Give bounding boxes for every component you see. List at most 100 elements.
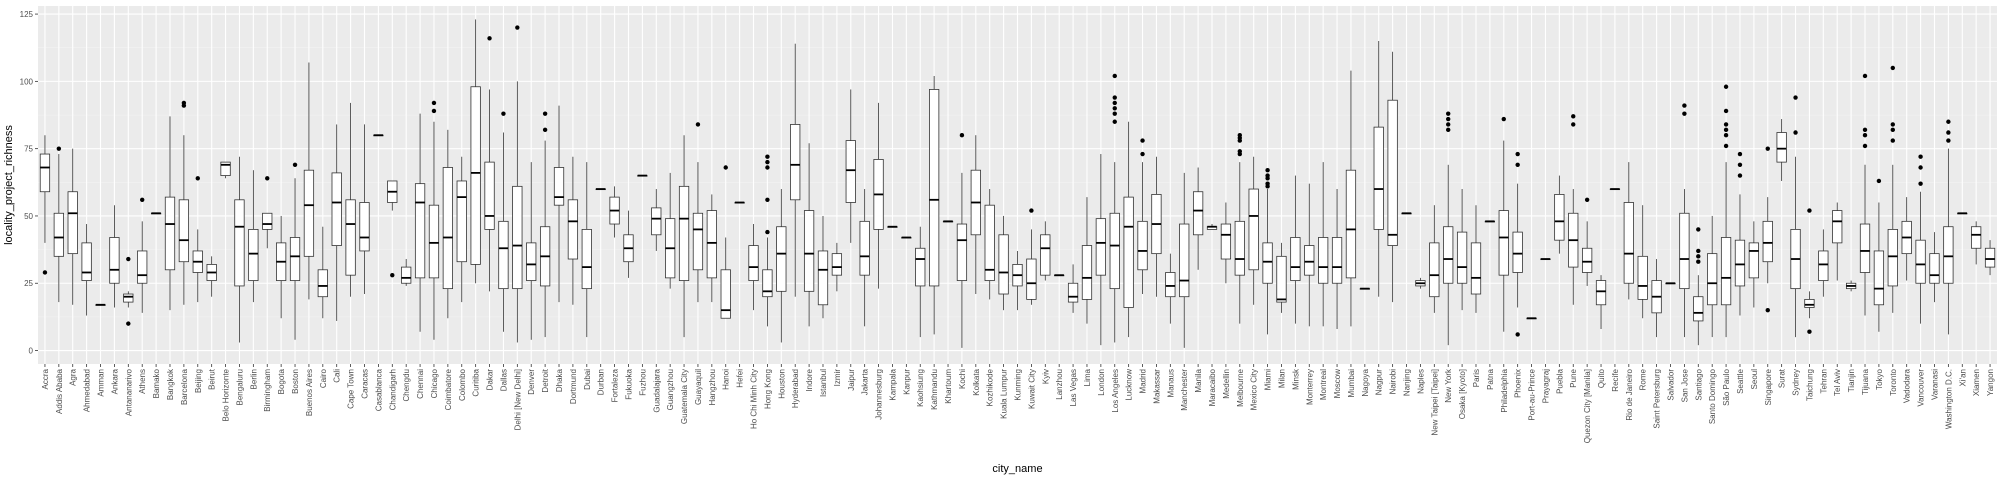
- x-tick-label: Quito: [1597, 368, 1606, 388]
- x-tick-label: Puebla: [1555, 368, 1564, 393]
- box-iqr: [762, 269, 773, 298]
- box-64: [929, 75, 940, 335]
- box-50: [734, 201, 745, 204]
- box-85: [1220, 202, 1232, 284]
- x-tick-label: New Taipei [Taipei]: [1430, 369, 1439, 436]
- x-tick-label: Cairo: [319, 368, 328, 388]
- x-tick-label: Cape Town: [347, 369, 356, 409]
- box-110: [1568, 114, 1579, 305]
- box-133: [1887, 65, 1898, 313]
- x-tick-label: Maracaibo: [1208, 368, 1217, 406]
- box-iqr: [53, 212, 64, 257]
- box-iqr: [1109, 212, 1120, 290]
- box-iqr: [220, 161, 231, 176]
- outlier-point: [542, 127, 548, 133]
- x-tick-label: Melbourne: [1236, 368, 1245, 406]
- box-iqr: [817, 250, 829, 306]
- box-54: [790, 43, 801, 297]
- box-iqr: [1456, 231, 1468, 284]
- x-tick-label: Washington D.C.: [1944, 369, 1953, 429]
- box-49: [720, 165, 731, 319]
- x-tick-label: Kunming: [1014, 369, 1023, 401]
- box-iqr: [984, 204, 995, 281]
- box-82: [1179, 172, 1190, 348]
- x-tick-label: Caracas: [361, 369, 370, 399]
- x-tick-label: Philadelphia: [1500, 368, 1509, 412]
- box-12: [206, 256, 217, 297]
- outlier-point: [431, 108, 437, 114]
- x-tick-label: Kolkata: [972, 368, 981, 395]
- x-tick-label: Madrid: [1139, 369, 1148, 393]
- x-tick-label: Dallas: [499, 369, 508, 391]
- x-tick-label: Agra: [69, 368, 78, 385]
- x-tick-label: Lucknow: [1125, 369, 1134, 401]
- outlier-point: [140, 197, 145, 203]
- box-iqr: [1095, 218, 1106, 276]
- box-iqr: [1248, 188, 1259, 271]
- box-iqr: [1331, 237, 1343, 284]
- box-35: [526, 162, 537, 340]
- box-87: [1248, 156, 1259, 305]
- x-tick-label: Khartoum: [944, 369, 953, 404]
- box-iqr: [678, 185, 690, 281]
- x-tick-label: Moscow: [1333, 369, 1342, 399]
- box-iqr: [1720, 237, 1732, 306]
- x-tick-label: Kampala: [888, 368, 897, 400]
- box-iqr: [1776, 132, 1787, 163]
- box-139: [1971, 221, 1982, 265]
- box-iqr: [1582, 247, 1593, 273]
- outlier-point: [1029, 208, 1034, 213]
- box-8: [150, 212, 162, 215]
- x-tick-label: Saint Petersburg: [1653, 369, 1662, 429]
- x-tick-label: Los Angeles: [1111, 369, 1120, 413]
- outlier-point: [723, 165, 728, 170]
- x-tick-label: Guatemala City: [680, 369, 689, 424]
- box-26: [401, 259, 412, 286]
- box-23: [359, 124, 370, 295]
- box-iqr: [109, 237, 120, 284]
- x-tick-label: Surat: [1778, 368, 1787, 388]
- box-46: [678, 135, 690, 338]
- box-iqr: [1067, 282, 1079, 303]
- outlier-point: [1876, 178, 1882, 184]
- x-tick-label: Prayagraj: [1541, 369, 1550, 403]
- box-iqr: [1929, 253, 1940, 284]
- outlier-point: [1140, 151, 1145, 157]
- box-132: [1873, 178, 1885, 332]
- box-iqr: [470, 86, 481, 265]
- y-tick-label: 100: [20, 77, 34, 86]
- box-13: [220, 161, 231, 179]
- box-10: [178, 100, 190, 305]
- outlier-point: [765, 197, 770, 203]
- box-iqr: [512, 185, 523, 290]
- x-tick-label: Seoul: [1750, 369, 1759, 390]
- x-tick-label: Mumbai: [1347, 369, 1356, 398]
- box-iqr: [859, 220, 870, 276]
- box-117: [1665, 282, 1676, 285]
- outlier-point: [1696, 227, 1701, 232]
- x-tick-label: Miami: [1264, 369, 1273, 391]
- box-36: [539, 111, 551, 338]
- box-iqr: [331, 172, 342, 246]
- box-iqr: [484, 161, 495, 230]
- box-iqr: [164, 196, 176, 271]
- box-iqr: [414, 183, 426, 279]
- box-77: [1109, 73, 1120, 343]
- outlier-point: [126, 321, 131, 326]
- x-tick-label: Guangzhou: [666, 369, 675, 410]
- x-tick-label: Barcelona: [180, 368, 189, 405]
- box-iqr: [1623, 202, 1634, 284]
- outlier-point: [390, 272, 395, 278]
- x-tick-label: Izmir: [833, 369, 842, 387]
- outlier-point: [292, 162, 298, 168]
- outlier-point: [1946, 119, 1951, 124]
- box-107: [1526, 317, 1537, 320]
- x-tick-label: Patna: [1486, 368, 1495, 389]
- x-tick-label: Dortmund: [569, 369, 578, 404]
- box-48: [706, 194, 717, 303]
- box-iqr: [1943, 226, 1954, 284]
- outlier-point: [1682, 111, 1687, 116]
- box-121: [1720, 84, 1732, 338]
- x-tick-label: Hyderabad: [791, 369, 800, 408]
- box-iqr: [1887, 229, 1898, 287]
